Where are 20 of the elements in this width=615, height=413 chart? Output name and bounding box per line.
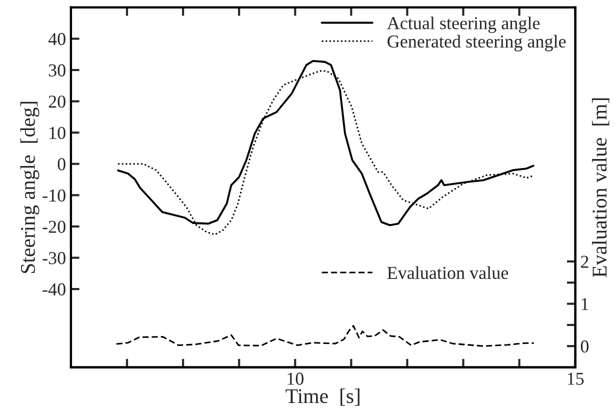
y2-tick-label: 0 xyxy=(580,340,589,353)
y-tick-label: -10 xyxy=(42,189,66,202)
y2-tick-label: 2 xyxy=(580,256,588,268)
legend-label: Evaluation value xyxy=(387,266,508,279)
x-axis-title: Time [s] xyxy=(286,388,360,406)
y-axis-title: Steering angle [deg] xyxy=(20,102,40,274)
y-tick-label: 30 xyxy=(48,64,66,76)
y-tick-label: -30 xyxy=(42,252,66,264)
y2-axis-title: Evaluation value [m] xyxy=(592,98,610,278)
y-tick-label: 10 xyxy=(50,126,66,140)
y-tick-label: 20 xyxy=(48,96,66,108)
line-series xyxy=(116,325,535,347)
y-tick-label: 40 xyxy=(48,32,66,46)
legend-label: Generated steering angle xyxy=(388,34,566,52)
y2-tick-label: 1 xyxy=(582,298,588,310)
legend-label: Actual steering angle xyxy=(387,16,540,33)
y-tick-label: -20 xyxy=(42,220,66,233)
y-tick-label: 0 xyxy=(58,158,66,170)
x-tick-label: 15 xyxy=(568,372,584,385)
y-tick-label: -40 xyxy=(42,283,66,296)
